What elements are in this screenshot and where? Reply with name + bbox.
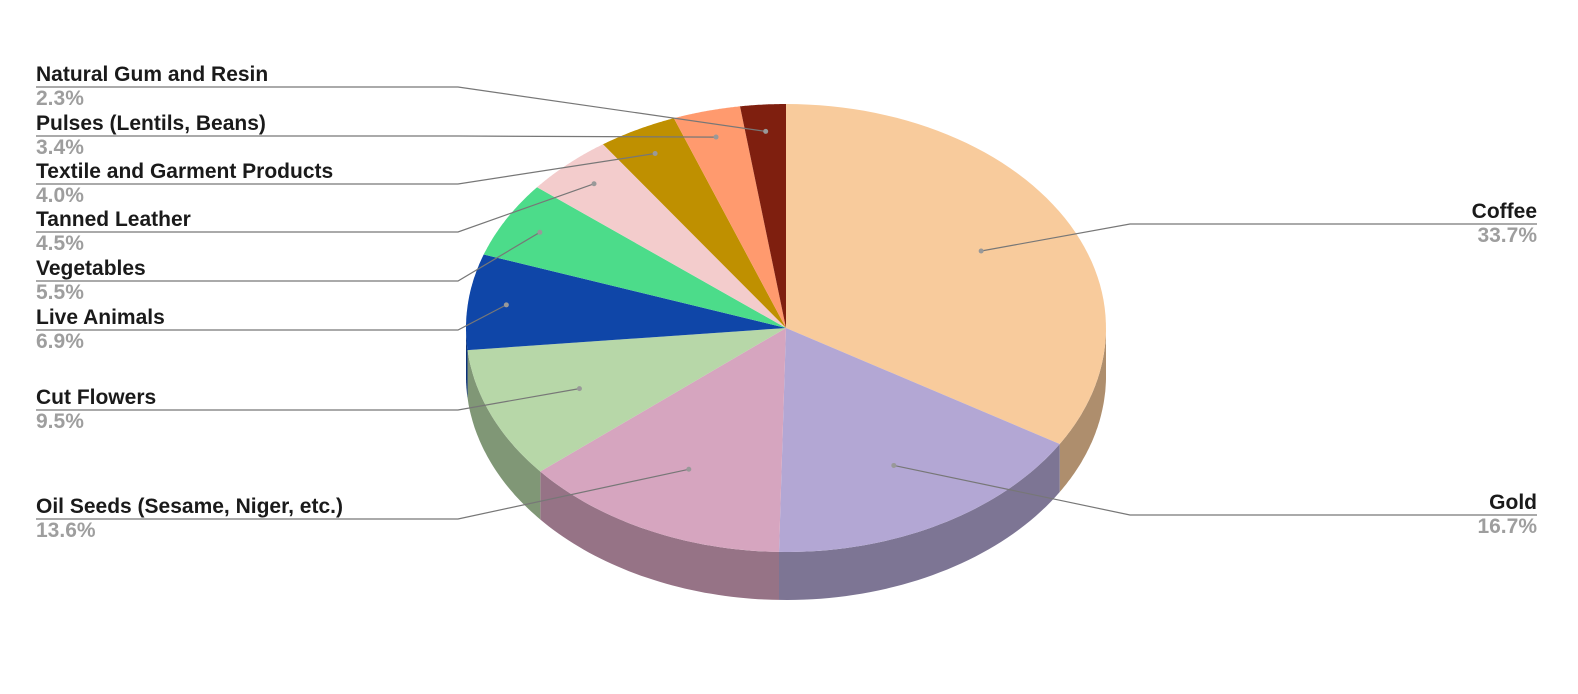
slice-side-2 [540,471,779,600]
leader-line [981,223,1537,252]
slice-side-4 [466,328,468,399]
slice-pulses-lentils-beans-[interactable] [673,106,786,328]
slice-side-1 [779,444,1060,600]
slice-label: Oil Seeds (Sesame, Niger, etc.) 13.6% [36,495,343,543]
slice-label-name: Vegetables [36,257,146,280]
slice-natural-gum-and-resin[interactable] [740,104,786,328]
leader-dot [652,150,658,156]
slice-coffee[interactable] [786,104,1106,444]
slice-side-3 [467,350,541,520]
slice-label: Coffee 33.7% [1472,200,1537,248]
slice-label-name: Natural Gum and Resin [36,63,269,86]
slice-label: Natural Gum and Resin 2.3% [36,63,268,111]
slice-label-name: Cut Flowers [36,386,157,409]
leader-dot [591,181,597,187]
slice-label: Live Animals 6.9% [36,306,165,354]
slice-label-name: Textile and Garment Products [36,160,334,183]
leader-line [36,183,595,233]
slice-label-percent: 2.3% [36,87,84,110]
leader-line [36,231,541,282]
leader-dot [978,248,984,254]
slice-label-percent: 33.7% [1477,224,1537,247]
slice-label-name: Coffee [1471,200,1537,223]
slice-gold[interactable] [779,328,1060,552]
slice-live-animals[interactable] [466,254,786,351]
slice-label-percent: 6.9% [36,330,84,353]
slice-vegetables[interactable] [483,187,786,328]
slice-label-percent: 4.0% [36,184,84,207]
slice-label-percent: 5.5% [36,281,84,304]
leader-line [36,152,656,185]
leader-dot [537,229,543,235]
leader-dot [891,462,897,468]
slice-label-percent: 9.5% [36,410,84,433]
slice-textile-and-garment-products[interactable] [603,118,786,328]
slice-label: Cut Flowers 9.5% [36,386,156,434]
slice-label-percent: 16.7% [1477,515,1537,538]
leader-line [36,135,717,138]
leader-line [36,468,689,520]
leader-line [893,464,1537,516]
leader-dot [576,386,582,392]
slice-label-percent: 4.5% [36,232,84,255]
slice-label: Tanned Leather 4.5% [36,208,191,256]
slice-label-percent: 13.6% [36,519,96,542]
leader-dot [713,134,719,140]
slice-label: Textile and Garment Products 4.0% [36,160,333,208]
slice-label-name: Tanned Leather [36,208,191,231]
slice-label-name: Pulses (Lentils, Beans) [36,112,266,135]
leader-line [36,304,507,331]
leader-line [36,388,580,411]
slice-label-name: Live Animals [36,306,165,329]
slice-label: Pulses (Lentils, Beans) 3.4% [36,112,266,160]
leader-dot [686,466,692,472]
slice-oil-seeds-sesame-niger-etc-[interactable] [540,328,786,552]
slice-label-name: Gold [1489,491,1537,514]
slice-cut-flowers[interactable] [467,328,786,472]
leader-dot [503,302,509,308]
slice-label: Gold 16.7% [1477,491,1537,539]
slice-label-name: Oil Seeds (Sesame, Niger, etc.) [36,495,343,518]
slice-label: Vegetables 5.5% [36,257,146,305]
slice-label-percent: 3.4% [36,136,84,159]
slice-tanned-leather[interactable] [537,144,786,328]
leader-dot [763,128,769,134]
slice-side-0 [1059,328,1106,492]
leader-line [36,86,766,132]
